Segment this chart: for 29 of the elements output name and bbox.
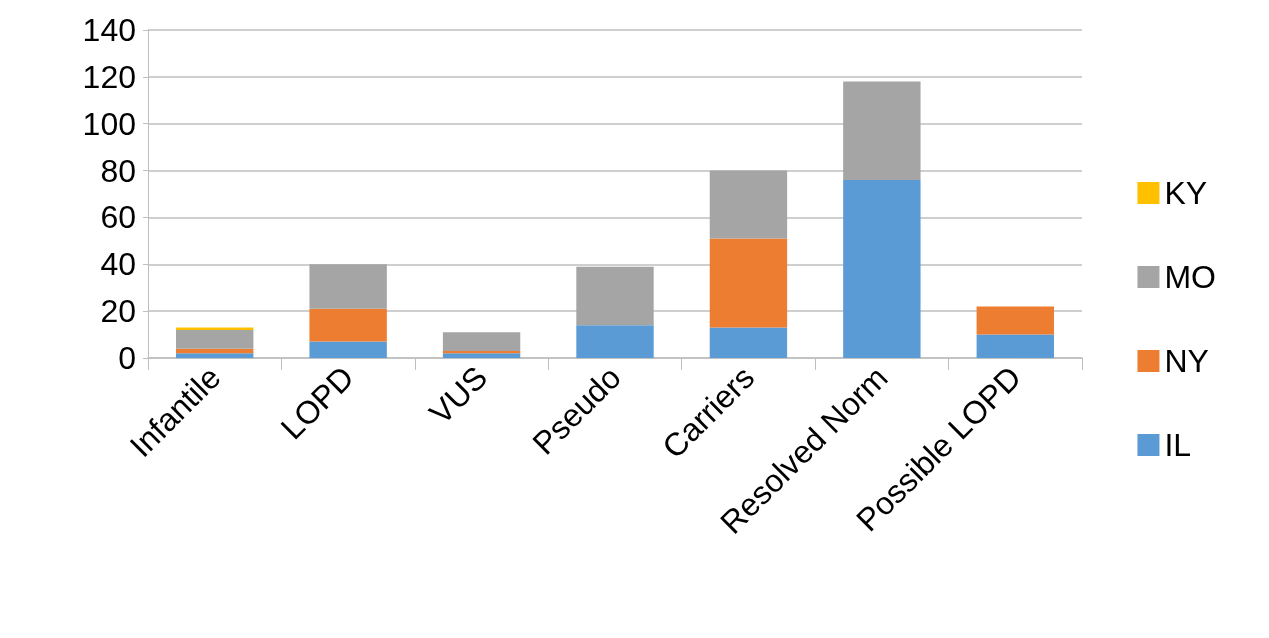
- y-tick-label: 20: [100, 293, 136, 330]
- y-tick-label: 80: [100, 152, 136, 189]
- y-tick-label: 40: [100, 246, 136, 283]
- y-tick-label: 60: [100, 199, 136, 236]
- legend-label: KY: [1164, 175, 1208, 211]
- bar: [709, 238, 788, 328]
- legend-label: IL: [1164, 427, 1192, 463]
- y-tick-label: 100: [82, 105, 136, 142]
- x-tick-label: VUS: [422, 359, 495, 432]
- bar: [309, 341, 387, 358]
- bar: [843, 179, 921, 358]
- y-tick-label: 0: [118, 340, 136, 376]
- bar: [843, 81, 921, 180]
- bar: [576, 266, 654, 326]
- bar: [442, 353, 521, 358]
- bar: [309, 308, 387, 342]
- bar: [442, 332, 521, 351]
- bar: [176, 329, 254, 349]
- bar: [176, 353, 254, 358]
- legend-label: MO: [1164, 259, 1216, 295]
- bar: [709, 327, 788, 358]
- y-tick-label: 120: [82, 58, 136, 95]
- y-tick-label: 140: [82, 12, 136, 48]
- bar: [976, 306, 1054, 335]
- bar: [576, 325, 654, 358]
- bar: [309, 264, 387, 309]
- legend-label: NY: [1164, 343, 1209, 379]
- bar: [976, 334, 1054, 358]
- bar: [709, 170, 788, 239]
